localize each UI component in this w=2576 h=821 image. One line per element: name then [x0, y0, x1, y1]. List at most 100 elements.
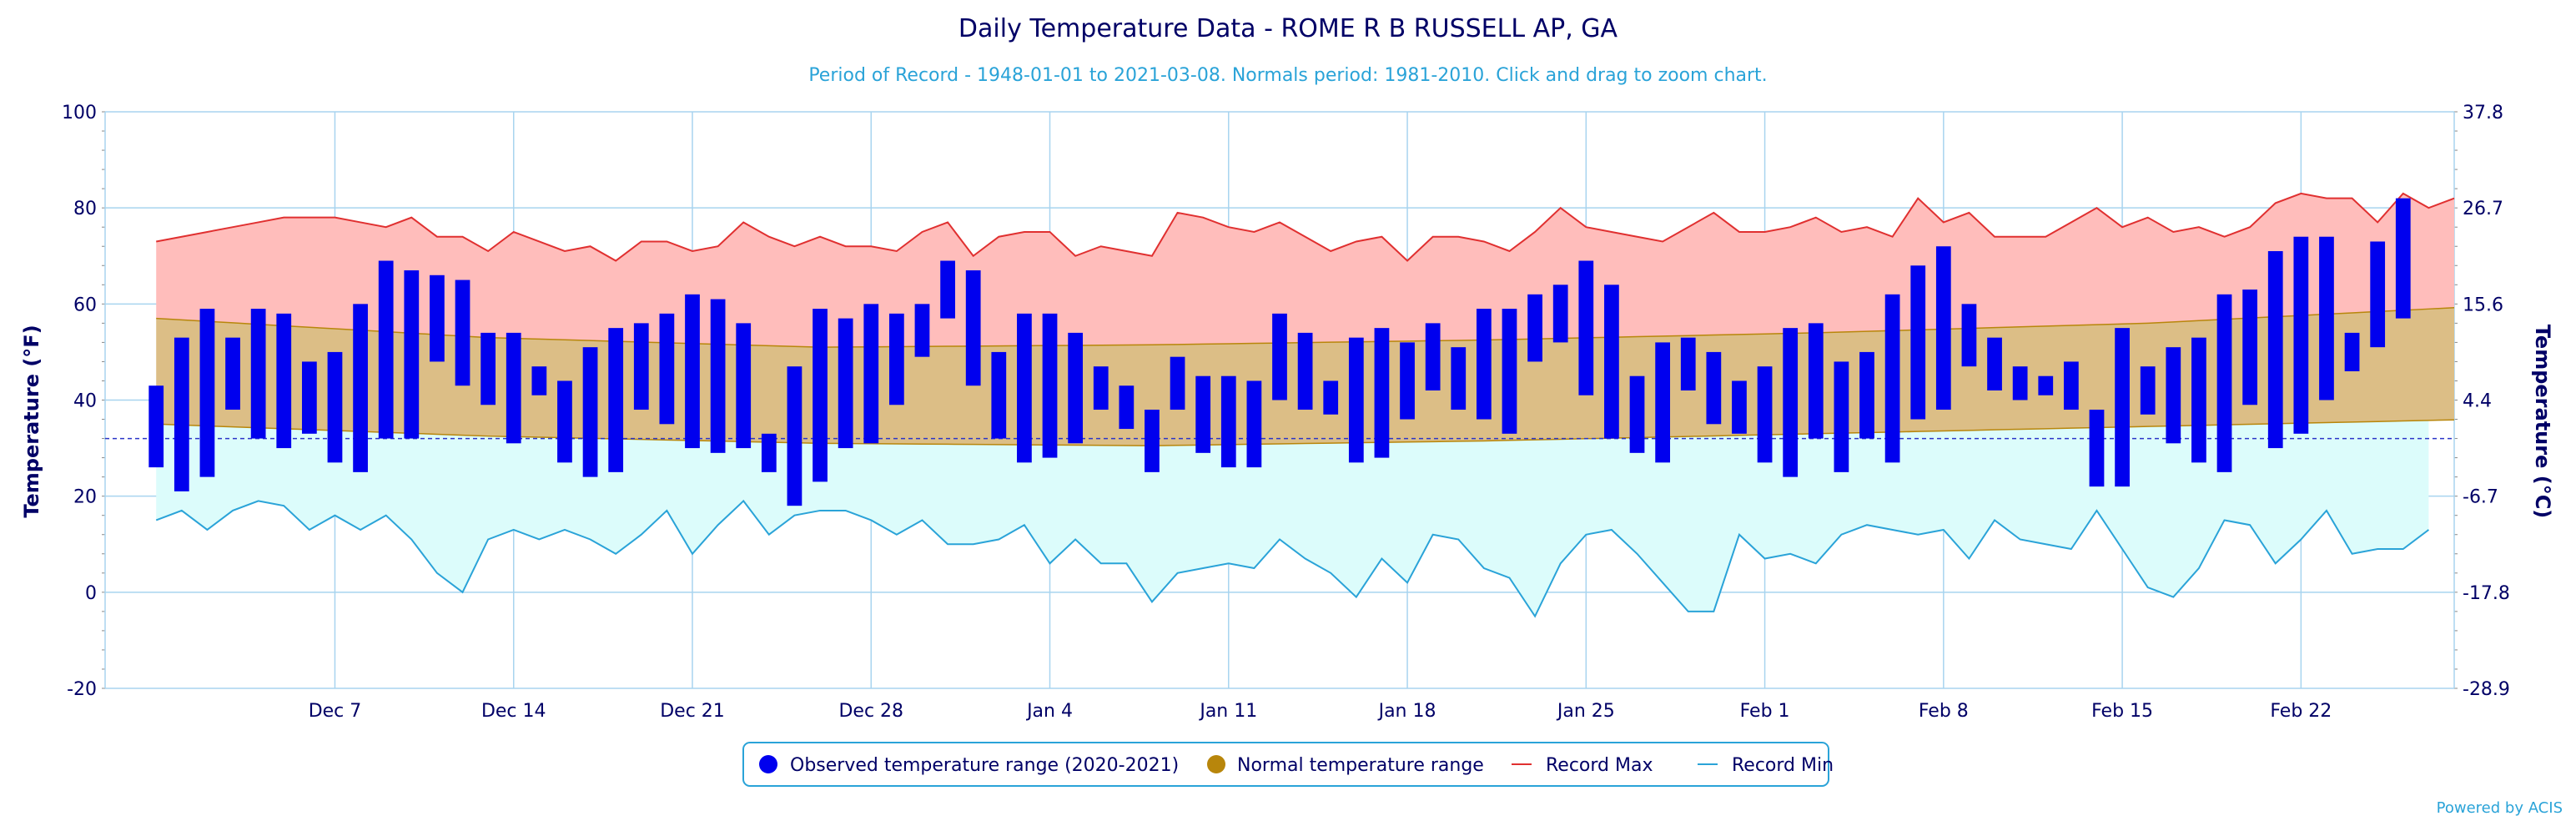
observed-range-bar[interactable] — [199, 309, 215, 477]
observed-range-bar[interactable] — [838, 318, 853, 449]
observed-range-bar[interactable] — [276, 313, 292, 449]
observed-range-bar[interactable] — [1451, 347, 1467, 410]
observed-range-bar[interactable] — [2216, 294, 2232, 472]
observed-range-bar[interactable] — [2319, 236, 2334, 400]
observed-range-bar[interactable] — [2370, 241, 2386, 348]
observed-range-bar[interactable] — [148, 385, 164, 468]
observed-range-bar[interactable] — [301, 361, 317, 434]
observed-range-bar[interactable] — [1783, 328, 1799, 477]
observed-range-bar[interactable] — [1297, 332, 1313, 410]
observed-range-bar[interactable] — [965, 270, 981, 386]
observed-range-bar[interactable] — [531, 366, 547, 395]
observed-range-bar[interactable] — [1323, 380, 1339, 415]
observed-range-bar[interactable] — [761, 433, 777, 472]
observed-range-bar[interactable] — [378, 260, 394, 439]
observed-range-bar[interactable] — [1910, 265, 1926, 420]
legend-item-record-max[interactable]: Record Max — [1512, 755, 1653, 776]
observed-range-bar[interactable] — [1093, 366, 1109, 410]
observed-range-bar[interactable] — [659, 313, 675, 425]
credit-link[interactable]: Powered by ACIS — [2437, 799, 2563, 817]
observed-range-bar[interactable] — [1119, 385, 1135, 430]
observed-range-bar[interactable] — [863, 304, 879, 444]
observed-range-bar[interactable] — [250, 309, 266, 439]
observed-range-bar[interactable] — [2191, 337, 2206, 463]
observed-range-bar[interactable] — [1272, 313, 1287, 400]
observed-range-bar[interactable] — [1629, 375, 1645, 453]
observed-range-bar[interactable] — [1604, 285, 1619, 439]
observed-range-bar[interactable] — [991, 351, 1007, 439]
observed-range-bar[interactable] — [327, 351, 343, 463]
observed-range-bar[interactable] — [2038, 375, 2054, 395]
observed-range-bar[interactable] — [2166, 347, 2181, 444]
observed-range-bar[interactable] — [1935, 246, 1951, 410]
observed-range-bar[interactable] — [787, 366, 802, 506]
observed-range-bar[interactable] — [1017, 313, 1032, 463]
observed-range-bar[interactable] — [480, 332, 496, 405]
record-max-line[interactable] — [156, 192, 2455, 262]
observed-range-bar[interactable] — [1476, 309, 1492, 420]
observed-range-bar[interactable] — [1552, 285, 1568, 343]
legend[interactable]: Observed temperature range (2020-2021) N… — [742, 742, 1834, 787]
plot-area[interactable] — [102, 111, 2458, 689]
observed-range-bar[interactable] — [685, 294, 700, 449]
observed-range-bar[interactable] — [1042, 313, 1058, 458]
observed-range-bar[interactable] — [736, 323, 752, 449]
observed-range-bar[interactable] — [2089, 410, 2105, 487]
observed-range-bar[interactable] — [608, 328, 624, 472]
observed-range-bar[interactable] — [1757, 366, 1773, 463]
record-min-line[interactable] — [155, 499, 2429, 618]
observed-range-bar[interactable] — [1961, 304, 1977, 367]
observed-range-bar[interactable] — [1578, 260, 1594, 395]
observed-range-bar[interactable] — [1987, 337, 2002, 390]
observed-range-bar[interactable] — [1732, 380, 1747, 434]
observed-range-bar[interactable] — [1680, 337, 1696, 390]
observed-range-bar[interactable] — [1374, 328, 1390, 458]
observed-range-bar[interactable] — [914, 304, 930, 357]
observed-range-bar[interactable] — [1145, 410, 1160, 472]
observed-range-bar[interactable] — [1348, 337, 1364, 463]
observed-range-bar[interactable] — [2293, 236, 2309, 434]
observed-range-bar[interactable] — [2012, 366, 2028, 400]
observed-range-bar[interactable] — [1425, 323, 1441, 390]
observed-range-bar[interactable] — [1655, 342, 1671, 463]
observed-range-bar[interactable] — [633, 323, 649, 410]
legend-item-normal[interactable]: Normal temperature range — [1207, 755, 1484, 776]
observed-range-bar[interactable] — [1527, 294, 1542, 362]
observed-range-bar[interactable] — [1068, 332, 1084, 444]
observed-range-bar[interactable] — [1400, 342, 1415, 420]
observed-range-bar[interactable] — [2115, 328, 2130, 487]
observed-range-bar[interactable] — [2242, 290, 2258, 405]
observed-range-bar[interactable] — [2267, 250, 2283, 449]
observed-range-bar[interactable] — [1706, 351, 1722, 425]
observed-range-bar[interactable] — [2063, 361, 2079, 410]
observed-range-bar[interactable] — [2344, 332, 2360, 371]
observed-range-bar[interactable] — [1808, 323, 1824, 439]
observed-range-bar[interactable] — [174, 337, 189, 491]
observed-range-bar[interactable] — [353, 304, 368, 472]
observed-bars-layer[interactable] — [148, 198, 2411, 506]
observed-range-bar[interactable] — [225, 337, 240, 410]
observed-range-bar[interactable] — [1834, 361, 1849, 472]
observed-range-bar[interactable] — [557, 380, 572, 463]
legend-item-observed[interactable]: Observed temperature range (2020-2021) — [759, 755, 1179, 776]
observed-range-bar[interactable] — [1170, 356, 1185, 410]
observed-range-bar[interactable] — [404, 270, 420, 439]
legend-item-record-min[interactable]: Record Min — [1698, 755, 1834, 776]
observed-range-bar[interactable] — [2140, 366, 2156, 415]
observed-range-bar[interactable] — [940, 260, 955, 319]
observed-range-bar[interactable] — [2395, 198, 2411, 319]
observed-range-bar[interactable] — [506, 332, 521, 444]
observed-range-bar[interactable] — [1246, 380, 1262, 468]
observed-range-bar[interactable] — [888, 313, 904, 405]
observed-range-bar[interactable] — [710, 299, 726, 453]
observed-range-bar[interactable] — [813, 309, 828, 482]
observed-range-bar[interactable] — [1220, 375, 1236, 468]
observed-range-bar[interactable] — [430, 275, 445, 362]
observed-range-bar[interactable] — [1859, 351, 1874, 439]
observed-range-bar[interactable] — [455, 280, 470, 386]
observed-range-bar[interactable] — [1502, 309, 1517, 434]
observed-range-bar[interactable] — [1884, 294, 1900, 463]
observed-range-bar[interactable] — [1195, 375, 1211, 453]
observed-range-bar[interactable] — [582, 347, 598, 477]
